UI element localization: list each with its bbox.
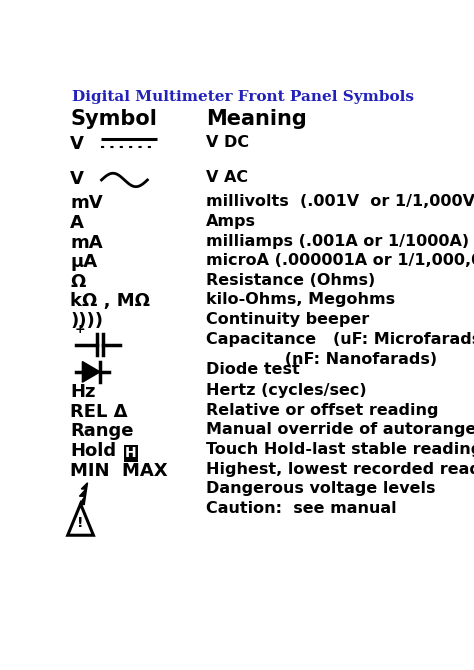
Polygon shape xyxy=(82,362,100,382)
Text: Diode test: Diode test xyxy=(206,362,300,377)
Text: Dangerous voltage levels: Dangerous voltage levels xyxy=(206,481,436,496)
Text: Amps: Amps xyxy=(206,214,256,229)
Text: μA: μA xyxy=(70,253,97,271)
Text: Caution:  see manual: Caution: see manual xyxy=(206,501,397,516)
Text: H: H xyxy=(125,446,137,460)
Text: +: + xyxy=(75,322,85,336)
Text: Touch Hold-last stable reading: Touch Hold-last stable reading xyxy=(206,442,474,457)
Text: mA: mA xyxy=(70,234,103,252)
Text: Symbol: Symbol xyxy=(70,109,157,129)
Text: kilo-Ohms, Megohms: kilo-Ohms, Megohms xyxy=(206,292,395,308)
Text: REL Δ: REL Δ xyxy=(70,403,128,421)
Text: (nF: Nanofarads): (nF: Nanofarads) xyxy=(206,352,438,367)
Text: V: V xyxy=(70,135,84,153)
Text: Continuity beeper: Continuity beeper xyxy=(206,312,369,327)
Text: !: ! xyxy=(77,517,84,531)
Polygon shape xyxy=(80,483,88,505)
Text: Capacitance   (uF: Microfarads): Capacitance (uF: Microfarads) xyxy=(206,332,474,346)
Text: kΩ , MΩ: kΩ , MΩ xyxy=(70,292,150,310)
Text: Manual override of autorange: Manual override of autorange xyxy=(206,423,474,438)
Text: Digital Multimeter Front Panel Symbols: Digital Multimeter Front Panel Symbols xyxy=(72,90,414,104)
Text: Hz: Hz xyxy=(70,383,96,401)
Text: Meaning: Meaning xyxy=(206,109,307,129)
Text: Range: Range xyxy=(70,423,134,440)
Text: Resistance (Ohms): Resistance (Ohms) xyxy=(206,273,375,288)
Polygon shape xyxy=(68,504,93,535)
Text: V AC: V AC xyxy=(206,170,248,185)
Text: microA (.000001A or 1/1,000,000A): microA (.000001A or 1/1,000,000A) xyxy=(206,253,474,268)
Text: )))): )))) xyxy=(70,312,103,330)
Text: millivolts  (.001V  or 1/1,000V): millivolts (.001V or 1/1,000V) xyxy=(206,194,474,210)
Text: Relative or offset reading: Relative or offset reading xyxy=(206,403,439,418)
Text: A: A xyxy=(70,214,84,232)
Text: Highest, lowest recorded readings: Highest, lowest recorded readings xyxy=(206,462,474,476)
Text: Ω: Ω xyxy=(70,273,86,291)
FancyBboxPatch shape xyxy=(124,445,138,462)
Text: Hold: Hold xyxy=(70,442,117,460)
Text: Hertz (cycles/sec): Hertz (cycles/sec) xyxy=(206,383,367,398)
Text: MIN  MAX: MIN MAX xyxy=(70,462,168,480)
Text: milliamps (.001A or 1/1000A): milliamps (.001A or 1/1000A) xyxy=(206,234,469,249)
Text: V DC: V DC xyxy=(206,135,249,149)
Text: V: V xyxy=(70,170,84,188)
Text: mV: mV xyxy=(70,194,103,212)
